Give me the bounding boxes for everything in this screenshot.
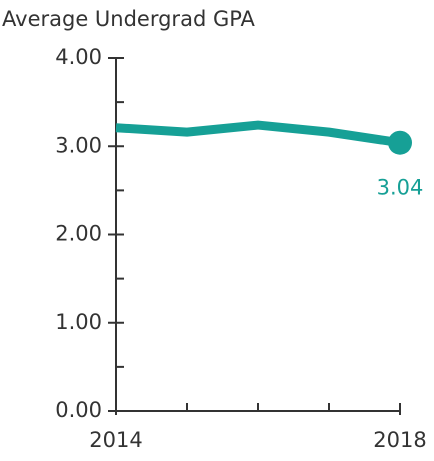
- data-line: [115, 120, 401, 148]
- x-tick-label: 2014: [89, 428, 142, 452]
- y-tick-label: 0.00: [55, 398, 102, 422]
- y-tick-label: 1.00: [55, 310, 102, 334]
- y-tick-label: 3.00: [55, 133, 102, 157]
- data-label: 3.04: [377, 176, 424, 200]
- x-tick-label: 2018: [373, 428, 426, 452]
- y-tick-label: 4.00: [55, 45, 102, 69]
- chart-title: Average Undergrad GPA: [2, 7, 256, 31]
- y-tick-label: 2.00: [55, 222, 102, 246]
- end-point: [388, 130, 412, 155]
